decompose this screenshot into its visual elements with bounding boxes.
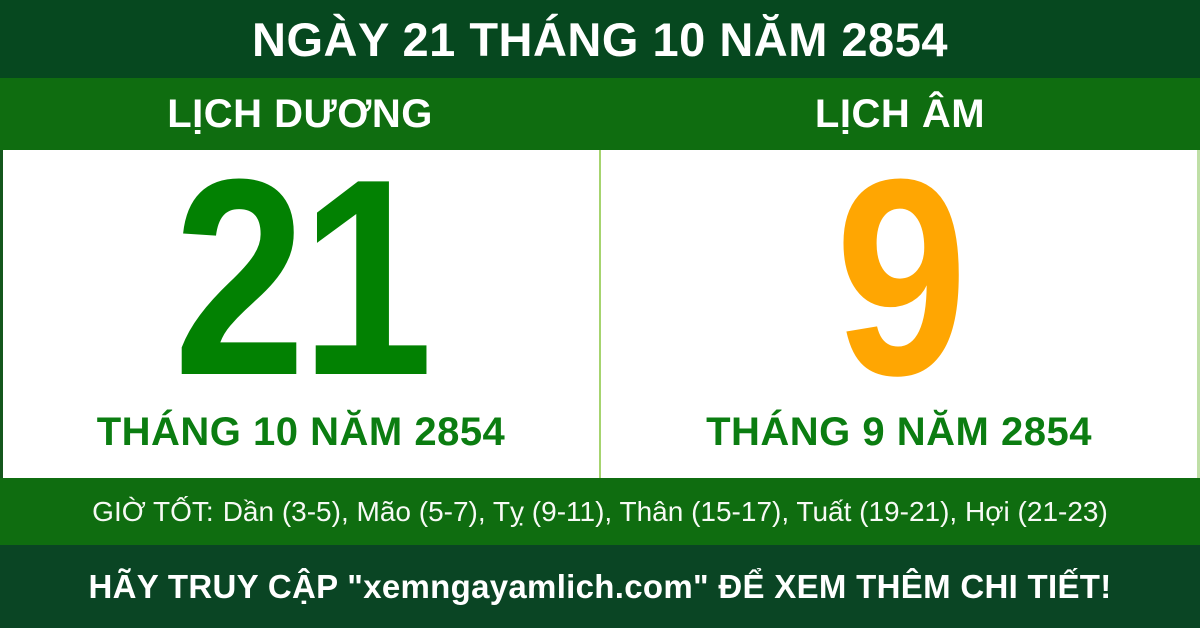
solar-calendar-header: LỊCH DƯƠNG [0,78,600,150]
good-hours-list: Dần (3-5), Mão (5-7), Tỵ (9-11), Thân (1… [222,495,1108,527]
banner-title: NGÀY 21 THÁNG 10 NĂM 2854 [252,12,948,66]
footer-cta-text: HÃY TRUY CẬP "xemngayamlich.com" ĐỂ XEM … [88,567,1112,605]
calendar-header-row: LỊCH DƯƠNG LỊCH ÂM [0,78,1200,150]
footer-cta-bar: HÃY TRUY CẬP "xemngayamlich.com" ĐỂ XEM … [0,545,1200,628]
lunar-month-year: THÁNG 9 NĂM 2854 [706,410,1092,454]
solar-panel: 21 THÁNG 10 NĂM 2854 [3,122,599,478]
date-banner: NGÀY 21 THÁNG 10 NĂM 2854 [0,0,1200,78]
calendar-panels: 21 THÁNG 10 NĂM 2854 9 THÁNG 9 NĂM 2854 [0,122,1200,478]
solar-day-number: 21 [173,122,434,434]
lunar-panel: 9 THÁNG 9 NĂM 2854 [601,122,1197,478]
good-hours-bar: GIỜ TỐT: Dần (3-5), Mão (5-7), Tỵ (9-11)… [0,478,1200,545]
lunar-day-number: 9 [835,122,967,434]
solar-header-label: LỊCH DƯƠNG [167,91,433,136]
lunar-header-label: LỊCH ÂM [814,91,986,136]
lunar-calendar-header: LỊCH ÂM [600,78,1200,150]
solar-month-year: THÁNG 10 NĂM 2854 [96,410,506,454]
good-hours-label: GIỜ TỐT: [92,495,214,527]
panel-divider [599,150,601,478]
